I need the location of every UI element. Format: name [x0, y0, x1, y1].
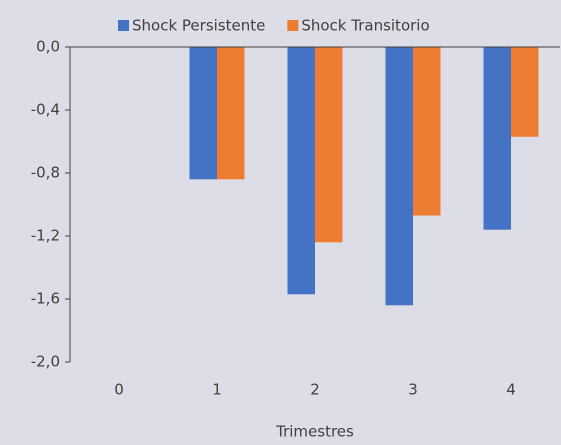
x-tick-label: 3 [408, 381, 418, 399]
bar [315, 47, 343, 243]
x-axis-label: Trimestres [275, 423, 354, 441]
y-tick-label: 0,0 [36, 38, 60, 56]
legend-label: Shock Transitorio [301, 17, 429, 35]
y-tick-label: -1,2 [31, 227, 60, 245]
y-tick-label: -2,0 [31, 353, 60, 371]
legend-label: Shock Persistente [132, 17, 265, 35]
y-tick-label: -0,8 [31, 164, 60, 182]
y-tick-label: -0,4 [31, 101, 60, 119]
bar [511, 47, 539, 137]
bar [483, 47, 511, 230]
bar [287, 47, 315, 295]
x-tick-label: 0 [114, 381, 124, 399]
bar [413, 47, 441, 216]
x-tick-label: 2 [310, 381, 320, 399]
legend-swatch [118, 20, 129, 31]
bar [217, 47, 245, 180]
legend-swatch [287, 20, 299, 31]
bar [385, 47, 413, 306]
y-tick-label: -1,6 [31, 290, 60, 308]
x-tick-label: 4 [506, 381, 516, 399]
x-tick-label: 1 [212, 381, 222, 399]
bar [189, 47, 217, 180]
